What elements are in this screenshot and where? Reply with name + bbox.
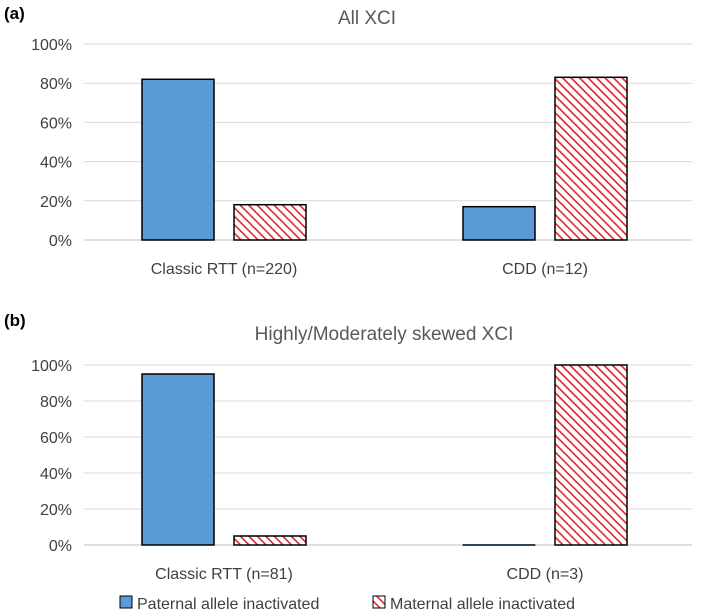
category-label-a-1: CDD (n=12) (502, 261, 588, 278)
y-tick-label-a-2: 40% (40, 155, 72, 172)
panel-label-a: (a) (4, 4, 25, 23)
y-tick-label-b-1: 20% (40, 502, 72, 519)
y-tick-label-b-5: 100% (31, 358, 72, 375)
y-tick-label-b-4: 80% (40, 394, 72, 411)
category-labels-a: Classic RTT (n=220) CDD (n=12) (151, 261, 588, 278)
y-tick-label-b-0: 0% (49, 538, 72, 555)
y-tick-label-b-2: 40% (40, 466, 72, 483)
bar-b-maternal-0 (233, 535, 307, 546)
y-tick-label-a-3: 60% (40, 115, 72, 132)
bar-b-paternal-1 (462, 544, 536, 546)
category-labels-b: Classic RTT (n=81) CDD (n=3) (155, 566, 583, 583)
bars-b (141, 364, 628, 546)
panel-label-b: (b) (4, 311, 26, 330)
legend-swatch-paternal (119, 595, 133, 609)
category-label-b-0: Classic RTT (n=81) (155, 566, 293, 583)
bar-b-maternal-1 (554, 364, 628, 546)
legend-label-paternal: Paternal allele inactivated (137, 596, 319, 613)
bars-a (141, 76, 628, 241)
y-tick-label-a-5: 100% (31, 37, 72, 54)
legend-swatch-maternal (372, 595, 386, 609)
legend: Paternal allele inactivated Maternal all… (119, 595, 575, 613)
bar-a-maternal-0 (233, 203, 307, 241)
bar-a-maternal-1 (554, 76, 628, 241)
category-label-b-1: CDD (n=3) (507, 566, 584, 583)
bar-b-paternal-0 (141, 373, 215, 546)
y-tick-labels-b: 0% 20% 40% 60% 80% 100% (31, 358, 72, 555)
chart-title-a: All XCI (338, 8, 396, 29)
chart-panel-a: (a) All XCI 0% 20% 40% 60% 80% 100% Classic R… (4, 4, 692, 278)
chart-title-b: Highly/Moderately skewed XCI (255, 324, 514, 345)
y-tick-label-a-4: 80% (40, 76, 72, 93)
legend-label-maternal: Maternal allele inactivated (390, 596, 575, 613)
category-label-a-0: Classic RTT (n=220) (151, 261, 298, 278)
chart-panel-b: (b) Highly/Moderately skewed XCI 0% 20% 40… (4, 311, 692, 583)
bar-a-paternal-0 (141, 78, 215, 241)
y-tick-labels-a: 0% 20% 40% 60% 80% 100% (31, 37, 72, 250)
y-tick-label-a-0: 0% (49, 233, 72, 250)
y-tick-label-b-3: 60% (40, 430, 72, 447)
y-tick-label-a-1: 20% (40, 194, 72, 211)
bar-a-paternal-1 (462, 205, 536, 241)
